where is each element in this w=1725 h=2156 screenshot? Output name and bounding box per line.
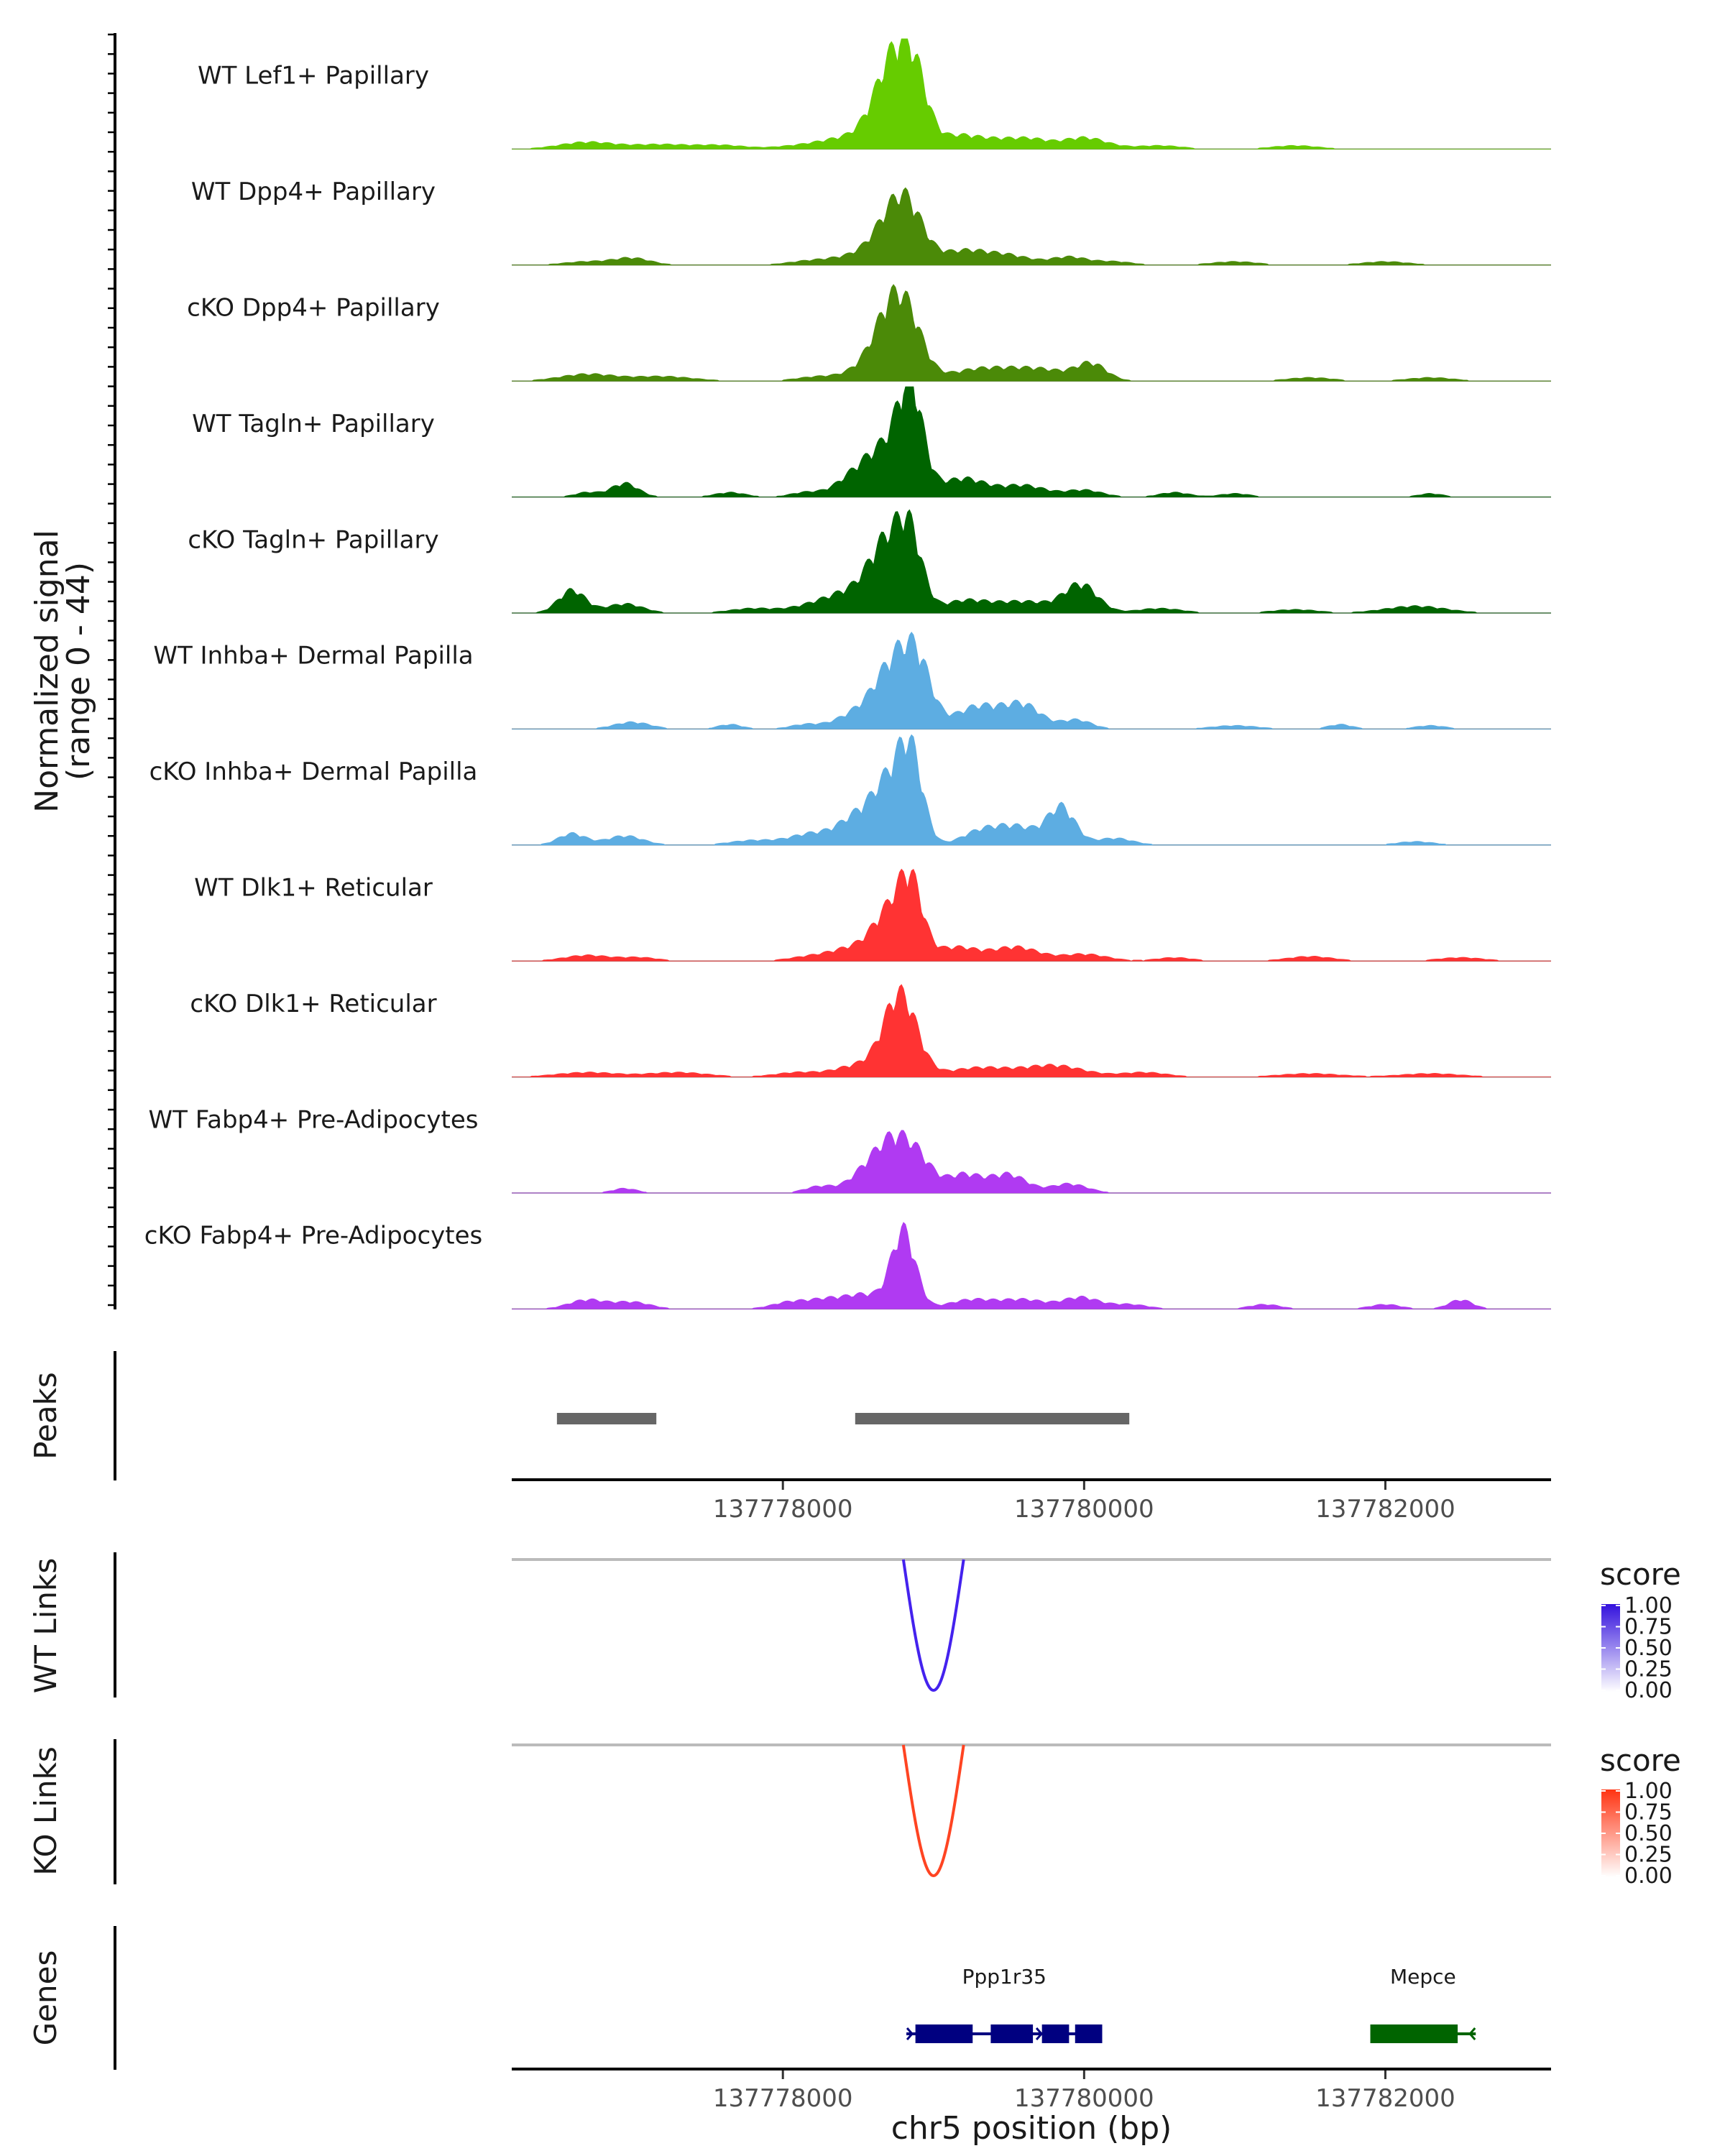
ko-links-legend: score 1.000.750.500.250.00 xyxy=(1600,1743,1681,1889)
bottom-x-axis-ticks: 137778000 137780000 137782000 xyxy=(713,2070,1455,2113)
ko-links-panel: KO Links score 1.000.750.500.250.00 xyxy=(28,1739,1681,1889)
signal-track-area xyxy=(512,509,1551,614)
legend-tick-label: 0.75 xyxy=(1624,1615,1673,1640)
signal-track-area xyxy=(512,734,1551,846)
signal-track-label: cKO Dpp4+ Papillary xyxy=(187,294,440,323)
signal-track-area xyxy=(512,38,1551,149)
signal-tracks: WT Lef1+ Papillary WT Dpp4+ Papillary cKO … xyxy=(144,38,1551,1310)
signal-y-ticks xyxy=(108,33,115,1307)
signal-ylabel-line2: (range 0 - 44) xyxy=(60,562,97,780)
gene-exon xyxy=(1041,2024,1070,2043)
signal-track-area xyxy=(512,386,1551,497)
gene-exon xyxy=(1075,2024,1103,2043)
signal-track-label: cKO Inhba+ Dermal Papilla xyxy=(150,757,478,786)
genes-panel: Genes Ppp1r35 Mepce 137778000 137780000 137… xyxy=(28,1926,1551,2147)
x-tick-label: 137780000 xyxy=(1014,2084,1154,2113)
signal-track-4: cKO Tagln+ Papillary xyxy=(188,509,1551,614)
gene-ppp1r35: Ppp1r35 xyxy=(906,1965,1103,2043)
legend-tick-label: 0.75 xyxy=(1624,1800,1673,1825)
ko-link-arc xyxy=(901,1744,965,1878)
signal-track-label: cKO Fabp4+ Pre-Adipocytes xyxy=(144,1222,483,1250)
wt-links-title: WT Links xyxy=(28,1558,63,1693)
strand-arrow xyxy=(1035,2027,1044,2040)
peak-bar xyxy=(855,1413,1130,1424)
middle-x-axis-ticks: 137778000 137780000 137782000 xyxy=(713,1481,1455,1524)
legend-tick-label: 0.25 xyxy=(1624,1657,1673,1682)
x-tick-label: 137778000 xyxy=(713,1495,853,1524)
x-tick-label: 137782000 xyxy=(1315,1495,1455,1524)
signal-track-label: cKO Dlk1+ Reticular xyxy=(190,990,436,1018)
signal-track-10: cKO Fabp4+ Pre-Adipocytes xyxy=(144,1222,1551,1310)
signal-track-label: WT Lef1+ Papillary xyxy=(198,62,429,91)
x-tick-label: 137782000 xyxy=(1315,2084,1455,2113)
ko-links-title: KO Links xyxy=(28,1746,63,1876)
gene-exon xyxy=(915,2024,973,2043)
signal-track-7: WT Dlk1+ Reticular xyxy=(194,868,1551,962)
signal-track-area xyxy=(512,1222,1551,1309)
legend-tick-label: 0.00 xyxy=(1624,1864,1673,1889)
x-tick-label: 137780000 xyxy=(1014,1495,1154,1524)
signal-track-6: cKO Inhba+ Dermal Papilla xyxy=(150,734,1551,846)
strand-arrow xyxy=(1468,2027,1476,2040)
signal-track-label: WT Tagln+ Papillary xyxy=(192,410,435,438)
gene-label: Mepce xyxy=(1390,1965,1456,1989)
signal-track-label: WT Inhba+ Dermal Papilla xyxy=(153,642,473,671)
legend-tick-label: 0.00 xyxy=(1624,1678,1673,1703)
signal-track-area xyxy=(512,187,1551,266)
wt-links-panel: WT Links score 1.000.750.500.250.00 xyxy=(28,1552,1681,1703)
peak-bar xyxy=(556,1413,657,1424)
signal-ylabel-line1: Normalized signal xyxy=(29,530,65,813)
legend-tick-label: 0.25 xyxy=(1624,1843,1673,1868)
signal-track-area xyxy=(512,631,1551,729)
signal-track-area xyxy=(512,1130,1551,1194)
signal-track-2: cKO Dpp4+ Papillary xyxy=(187,284,1551,382)
strand-arrow xyxy=(1425,2027,1433,2040)
signal-track-label: cKO Tagln+ Papillary xyxy=(188,525,438,554)
signal-track-area xyxy=(512,868,1551,962)
ko-legend-title: score xyxy=(1600,1743,1681,1778)
legend-tick-label: 1.00 xyxy=(1624,1593,1673,1618)
legend-tick-label: 0.50 xyxy=(1624,1821,1673,1846)
wt-legend-title: score xyxy=(1600,1557,1681,1592)
signal-track-area xyxy=(512,284,1551,382)
peak-bars xyxy=(556,1413,1130,1424)
gene-models: Ppp1r35 Mepce xyxy=(906,1965,1476,2043)
strand-arrow xyxy=(949,2027,957,2040)
genes-title: Genes xyxy=(28,1950,63,2046)
peaks-title: Peaks xyxy=(28,1372,63,1460)
legend-tick-label: 0.50 xyxy=(1624,1636,1673,1661)
signal-track-0: WT Lef1+ Papillary xyxy=(198,38,1551,150)
signal-track-label: WT Dlk1+ Reticular xyxy=(194,874,433,903)
signal-track-5: WT Inhba+ Dermal Papilla xyxy=(153,631,1551,730)
strand-arrow xyxy=(992,2027,1000,2040)
signal-track-label: WT Dpp4+ Papillary xyxy=(191,178,436,206)
strand-arrow xyxy=(1078,2027,1087,2040)
legend-tick-label: 1.00 xyxy=(1624,1779,1673,1804)
signal-track-3: WT Tagln+ Papillary xyxy=(192,386,1551,498)
wt-links-legend: score 1.000.750.500.250.00 xyxy=(1600,1557,1681,1703)
wt-link-arc xyxy=(901,1559,965,1692)
strand-arrow xyxy=(906,2027,914,2040)
signal-panel: WT Lef1+ Papillary WT Dpp4+ Papillary cKO … xyxy=(29,33,1551,1310)
signal-track-label: WT Fabp4+ Pre-Adipocytes xyxy=(149,1105,479,1134)
signal-track-area xyxy=(512,984,1551,1077)
peaks-panel: Peaks 137778000 137780000 137782000 xyxy=(28,1351,1551,1524)
gene-mepce: Mepce xyxy=(1370,1965,1476,2043)
gene-label: Ppp1r35 xyxy=(962,1965,1046,1989)
x-axis-title: chr5 position (bp) xyxy=(891,2110,1172,2147)
strand-arrow xyxy=(1382,2027,1390,2040)
x-tick-label: 137778000 xyxy=(713,2084,853,2113)
signal-track-1: WT Dpp4+ Papillary xyxy=(191,178,1551,266)
signal-track-9: WT Fabp4+ Pre-Adipocytes xyxy=(149,1105,1551,1194)
signal-track-8: cKO Dlk1+ Reticular xyxy=(190,984,1551,1078)
